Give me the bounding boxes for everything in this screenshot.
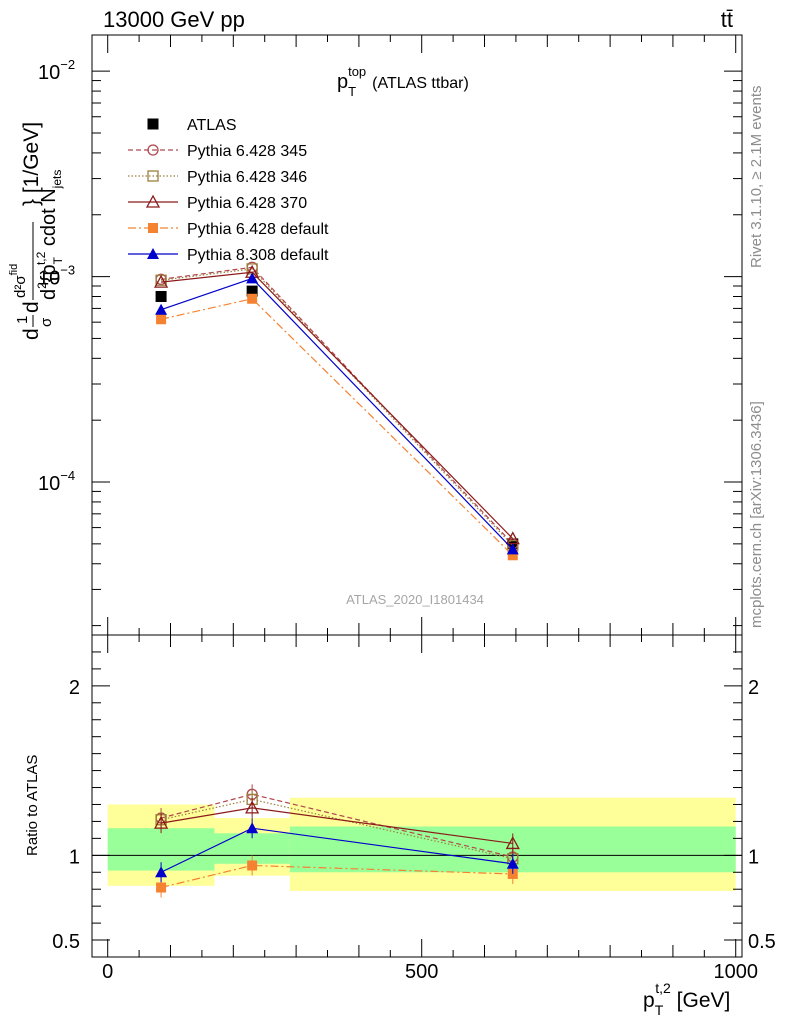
ylabel-frac2-den: d <box>38 289 60 300</box>
ratio-panel-frame <box>91 634 743 958</box>
ratio-data-point <box>505 836 520 850</box>
legend: ATLAS Pythia 6.428 345 Pythia 6.428 346 Pyt… <box>128 117 329 264</box>
ratio-uncertainty-bands <box>107 797 736 891</box>
ylabel-frac2-num-sup: fid <box>8 264 20 276</box>
legend-label: Pythia 6.428 345 <box>187 143 307 160</box>
plot-title: pTtop (ATLAS ttbar) <box>337 64 469 99</box>
mcplots-label: mcplots.cern.ch [arXiv:1306.3436] <box>748 401 765 628</box>
legend-label: Pythia 8.308 default <box>187 247 329 264</box>
main-data-point <box>246 285 258 297</box>
plot-title-sup: top <box>348 64 366 79</box>
legend-marker <box>147 118 159 130</box>
plot-title-rest: (ATLAS ttbar) <box>372 75 469 92</box>
ratio-series-line <box>160 793 513 858</box>
ylabel-frac2-num: d²σ <box>12 275 29 298</box>
ratio-data-point <box>153 815 169 829</box>
legend-marker <box>147 248 159 259</box>
ylabel-frac1-num: 1 <box>14 316 31 324</box>
ratio-axis-ticks <box>92 635 742 957</box>
ylabel-frac2-den-sup2: t,2 <box>34 251 48 265</box>
ylabel-frac2-den-sub: T <box>51 256 65 264</box>
main-series-line <box>161 268 514 547</box>
main-data-point <box>156 314 167 325</box>
ratio-ytick-label-right: 1 <box>748 846 759 868</box>
xtick-label: 0 <box>102 961 113 983</box>
main-ytick-label: 10−2 <box>38 57 75 84</box>
ylabel-frac2-den-sub2: jets <box>50 170 64 190</box>
analysis-watermark: ATLAS_2020_I1801434 <box>346 592 484 607</box>
main-data-point <box>247 293 258 304</box>
ylabel-units: } [1/GeV] <box>20 122 43 206</box>
ratio-y-axis-label: Ratio to ATLAS <box>24 755 41 856</box>
ratio-data-point <box>246 822 259 834</box>
plot-title-main: p <box>337 71 348 93</box>
legend-marker <box>147 170 159 182</box>
ratio-data-point <box>156 882 167 893</box>
main-ytick-label: 10−3 <box>38 263 75 290</box>
ratio-series-line <box>160 864 513 889</box>
ratio-ytick-label-right: 2 <box>748 677 759 699</box>
ylabel-frac2-den-tail: cdot N <box>38 188 60 251</box>
ratio-data-point <box>506 857 519 869</box>
ratio-ytick-label-left: 1 <box>69 846 80 868</box>
ylabel-frac1-den: σ <box>38 317 55 327</box>
ratio-ytick-label-left: 2 <box>69 677 80 699</box>
main-series-line <box>161 271 514 540</box>
ratio-data-point <box>155 866 168 878</box>
legend-label: Pythia 6.428 default <box>187 221 329 238</box>
process-label: tt̄ <box>721 7 733 32</box>
legend-label: ATLAS <box>187 117 237 134</box>
svg-text:d: d <box>20 328 43 340</box>
main-axis-ticks <box>92 35 742 635</box>
xlabel-sup: t,2 <box>655 980 671 996</box>
legend-marker <box>147 144 159 156</box>
main-series-line <box>161 266 514 545</box>
xlabel-rest: [GeV] <box>671 989 731 1012</box>
x-axis-label: pTt,2 [GeV] <box>643 980 730 1018</box>
legend-label: Pythia 6.428 346 <box>187 169 307 186</box>
main-series-line <box>160 298 514 556</box>
svg-text:d²σfid: d²σfid <box>8 264 29 298</box>
main-y-axis-label: d 1 σ d d²σfid d2{pTt,2 cdot Njets } [1/… <box>8 122 65 340</box>
main-ytick-labels: 10−2 10−3 10−4 <box>38 57 75 495</box>
main-data-point <box>155 291 167 303</box>
xlabel-main: p <box>643 989 655 1012</box>
main-series-group <box>153 261 520 561</box>
legend-marker <box>145 194 161 208</box>
ratio-ytick-label-right: 0.5 <box>748 931 776 953</box>
plot-title-sub: T <box>348 84 356 99</box>
xtick-label: 500 <box>405 961 438 983</box>
ratio-ytick-labels: 2 2 1 1 0.5 0.5 <box>52 677 776 953</box>
ylabel-frac2-den-sup: 2 <box>35 282 49 289</box>
legend-label: Pythia 6.428 370 <box>187 195 307 212</box>
ratio-data-point <box>245 800 260 814</box>
ratio-data-point <box>507 868 518 879</box>
svg-text:d: d <box>20 301 43 313</box>
rivet-version-label: Rivet 3.1.10, ≥ 2.1M events <box>748 86 765 269</box>
svg-text:d2{pTt,2 cdot Njets: d2{pTt,2 cdot Njets <box>34 170 65 300</box>
legend-marker <box>148 223 158 233</box>
ylabel-frac2-den-rest: {p <box>38 264 60 282</box>
ratio-ytick-label-left: 0.5 <box>52 931 80 953</box>
xtick-labels: 0 500 1000 <box>102 961 758 983</box>
main-data-point <box>153 274 169 288</box>
main-ytick-label: 10−4 <box>38 468 75 495</box>
xlabel-sub: T <box>655 1002 664 1018</box>
main-data-point <box>506 543 519 555</box>
ylabel-prefix: d <box>20 328 43 340</box>
main-data-point <box>246 272 259 284</box>
xtick-label: 1000 <box>713 961 758 983</box>
collision-label: 13000 GeV pp <box>103 7 245 32</box>
main-data-point <box>507 550 518 561</box>
main-series-line <box>160 277 514 550</box>
ratio-series-group <box>153 784 520 898</box>
main-data-point <box>155 303 168 315</box>
ratio-data-point <box>247 860 258 871</box>
